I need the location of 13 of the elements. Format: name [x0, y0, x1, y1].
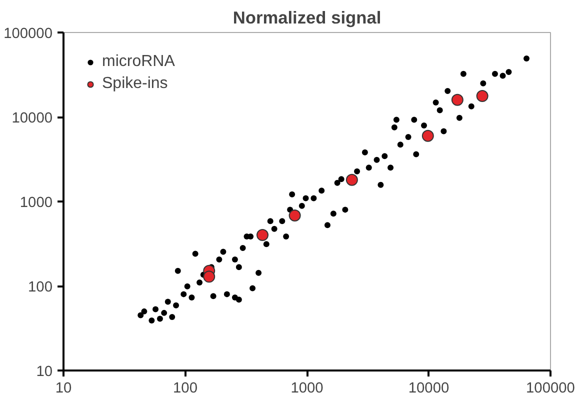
x-tick-label: 10000: [408, 380, 450, 396]
legend-label: microRNA: [102, 53, 175, 71]
x-tick-label: 100000: [526, 380, 575, 396]
x-tick-label: 1000: [290, 380, 324, 396]
y-tick-label: 10: [36, 364, 53, 380]
y-tick-label: 100000: [4, 26, 53, 42]
x-tick-label: 100: [173, 380, 198, 396]
x-tick-label: 10: [55, 380, 72, 396]
chart-title: Normalized signal: [232, 8, 382, 28]
y-tick-label: 100: [28, 280, 53, 296]
y-tick-label: 10000: [12, 110, 53, 126]
y-tick-label: 1000: [20, 195, 53, 211]
legend-label: Spike-ins: [102, 75, 168, 93]
